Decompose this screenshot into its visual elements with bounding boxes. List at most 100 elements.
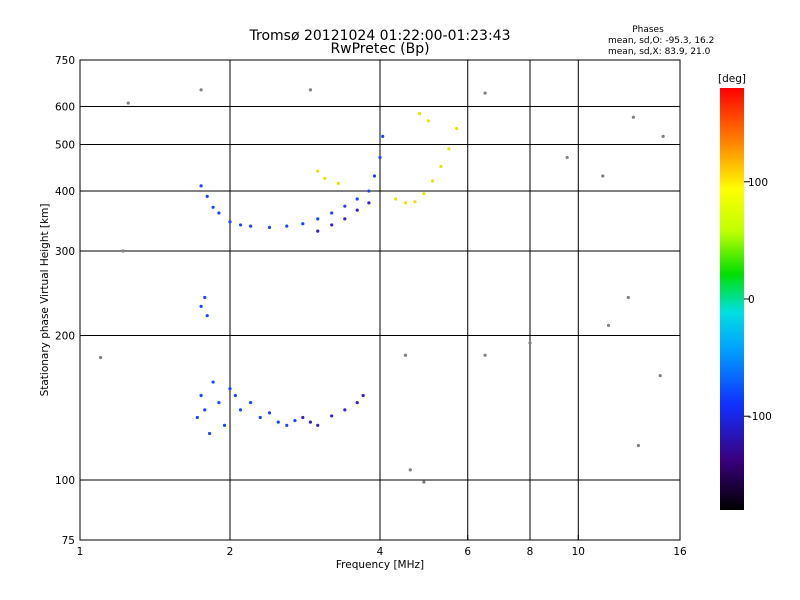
data-point	[403, 201, 408, 205]
y-tick-label: 750	[55, 55, 75, 67]
colorbar-tick-label: 100	[748, 177, 768, 189]
data-point	[308, 88, 313, 92]
data-point	[355, 197, 359, 201]
data-point	[408, 468, 412, 472]
data-point	[528, 341, 532, 345]
data-point	[205, 314, 209, 318]
data-point	[330, 223, 334, 227]
x-tick-label: 8	[527, 546, 534, 558]
data-point	[238, 223, 243, 227]
x-tick-label: 16	[673, 546, 687, 558]
data-point	[217, 400, 221, 405]
data-point	[355, 400, 359, 405]
data-point	[343, 204, 347, 208]
data-point	[316, 217, 320, 221]
chart-subtitle: RwPretec (Bp)	[330, 41, 429, 57]
x-axis: 1 2 4 6 8 10 16	[77, 535, 687, 558]
data-point	[378, 155, 382, 160]
data-point	[323, 176, 327, 181]
data-point	[217, 211, 221, 215]
x-tick-label: 4	[377, 546, 384, 558]
data-point	[626, 295, 630, 300]
x-tick-label: 6	[464, 546, 471, 558]
data-point	[455, 126, 459, 131]
data-point	[439, 164, 443, 169]
colorbar-ticks: 100 0 -100	[744, 177, 772, 423]
data-point	[361, 393, 365, 398]
data-point	[199, 304, 203, 309]
series-group	[316, 111, 459, 205]
y-tick-label: 200	[55, 331, 75, 343]
data-point	[367, 201, 371, 205]
data-point	[483, 91, 487, 95]
data-point	[228, 220, 232, 224]
data-point	[316, 423, 320, 427]
data-point	[233, 393, 237, 398]
data-point	[267, 225, 272, 229]
colorbar-tick-label: -100	[748, 411, 772, 423]
x-tick-label: 10	[572, 546, 585, 558]
data-point	[330, 211, 334, 215]
y-tick-label: 400	[55, 186, 75, 198]
series-group	[99, 88, 665, 484]
data-point	[199, 88, 203, 92]
data-point	[430, 179, 435, 183]
data-point	[636, 443, 640, 448]
data-point	[285, 224, 289, 228]
data-point	[316, 229, 320, 233]
data-point	[308, 420, 313, 424]
data-point	[285, 423, 289, 427]
data-point	[422, 192, 426, 196]
grid-lines	[80, 60, 680, 540]
data-point	[267, 411, 272, 415]
data-point	[343, 408, 347, 412]
series-group	[199, 134, 385, 229]
data-point	[301, 415, 305, 420]
data-point	[330, 414, 334, 418]
data-points	[99, 88, 665, 484]
stats-x-mode: mean, sd,X: 83.9, 21.0	[608, 47, 711, 57]
data-point	[661, 134, 665, 138]
data-point	[355, 208, 359, 212]
data-point	[343, 217, 347, 221]
data-point	[483, 353, 487, 357]
stats-o-mode: mean, sd,O: -95.3, 16.2	[608, 36, 714, 46]
data-point	[316, 169, 320, 173]
data-point	[99, 355, 103, 360]
data-point	[222, 423, 227, 427]
stats-heading: Phases	[632, 25, 664, 35]
colorbar-tick-label: 0	[748, 294, 755, 306]
data-point	[203, 408, 207, 412]
series-group	[316, 201, 371, 233]
x-tick-label: 1	[77, 546, 84, 558]
y-axis-label: Stationary phase Virtual Height [km]	[39, 204, 51, 397]
data-point	[658, 374, 662, 378]
data-point	[413, 200, 417, 204]
data-point	[203, 295, 207, 300]
colorbar	[720, 88, 744, 510]
y-tick-label: 300	[55, 246, 75, 258]
data-point	[199, 184, 203, 188]
data-point	[417, 111, 422, 116]
data-point	[258, 415, 262, 420]
data-point	[381, 134, 385, 138]
data-point	[367, 189, 371, 193]
colorbar-label: [deg]	[718, 73, 746, 85]
data-point	[422, 480, 426, 484]
y-tick-label: 600	[55, 102, 75, 114]
data-point	[249, 400, 253, 405]
data-point	[336, 181, 340, 185]
data-point	[207, 431, 212, 436]
data-point	[426, 119, 430, 123]
y-axis: 75 100 200 300 400 500 600 750	[55, 55, 85, 547]
data-point	[205, 194, 209, 198]
data-point	[228, 387, 232, 391]
data-point	[565, 155, 569, 160]
y-tick-label: 100	[55, 475, 75, 487]
data-point	[394, 197, 398, 201]
data-point	[447, 147, 451, 151]
y-tick-label: 75	[62, 535, 75, 547]
data-point	[211, 205, 215, 209]
